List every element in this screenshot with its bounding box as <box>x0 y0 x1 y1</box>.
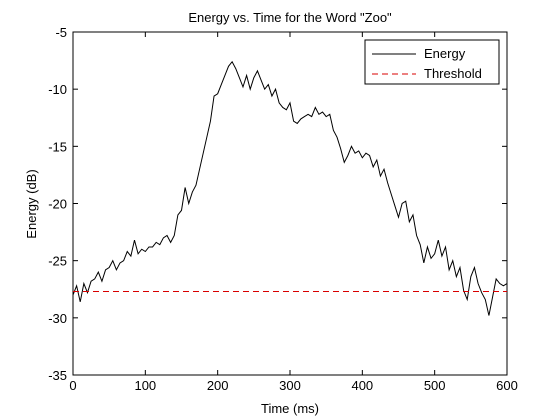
y-axis-label: Energy (dB) <box>24 169 39 238</box>
y-tick-label: -30 <box>48 311 67 326</box>
x-tick-label: 0 <box>69 378 76 393</box>
y-tick-label: -15 <box>48 139 67 154</box>
chart-title: Energy vs. Time for the Word "Zoo" <box>188 10 392 25</box>
x-axis-label: Time (ms) <box>261 401 319 416</box>
x-tick-label: 200 <box>207 378 229 393</box>
series-layer <box>72 60 508 316</box>
x-tick-label: 100 <box>134 378 156 393</box>
legend-threshold-label: Threshold <box>424 66 482 81</box>
x-tick-label: 300 <box>279 378 301 393</box>
y-tick-label: -25 <box>48 254 67 269</box>
tick-layer: 0 100 200 300 400 500 600 -5 -10 -15 -20 -25 -30 -35 <box>48 25 518 393</box>
legend: Energy Threshold <box>364 39 500 85</box>
y-tick-label: -35 <box>48 368 67 383</box>
legend-box <box>364 39 500 85</box>
legend-energy-label: Energy <box>424 46 466 61</box>
series-line-energy <box>72 60 508 316</box>
y-tick-label: -5 <box>55 25 67 40</box>
y-tick-label: -20 <box>48 197 67 212</box>
x-tick-label: 600 <box>496 378 518 393</box>
x-tick-label: 400 <box>351 378 373 393</box>
y-tick-label: -10 <box>48 82 67 97</box>
plot-area <box>72 31 508 376</box>
x-tick-label: 500 <box>424 378 446 393</box>
